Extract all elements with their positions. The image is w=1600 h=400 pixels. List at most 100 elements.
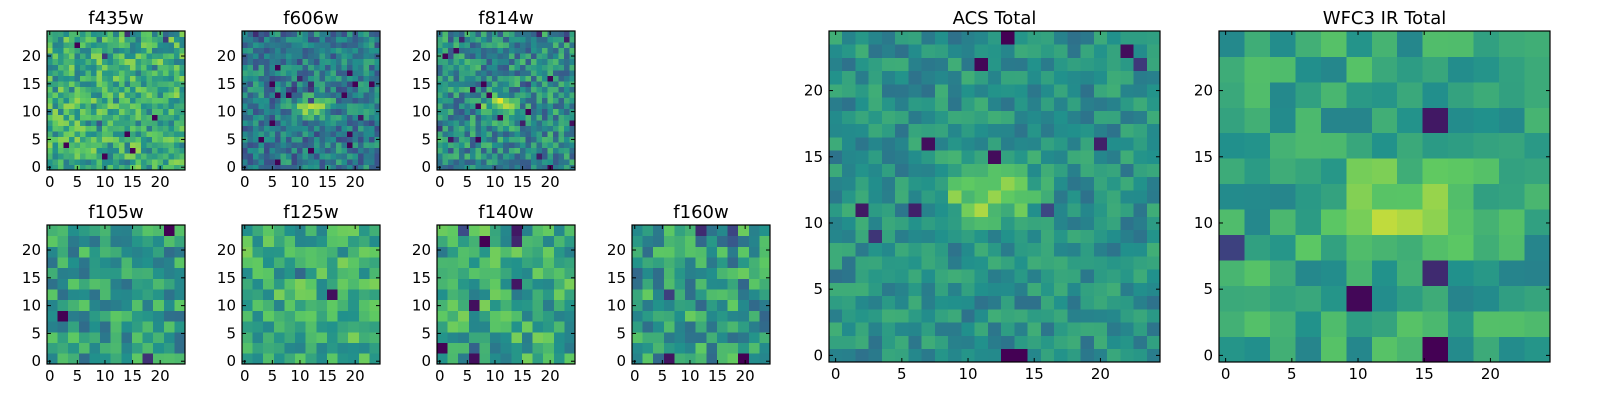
- heatmap-cell: [1054, 44, 1068, 58]
- heatmap-cell: [91, 142, 98, 149]
- chart-title: f105w: [88, 202, 143, 223]
- heatmap-cell: [1133, 295, 1148, 310]
- heatmap-cell: [921, 229, 936, 244]
- heatmap-cell: [642, 257, 654, 269]
- heatmap-cell: [558, 58, 565, 65]
- heatmap-cell: [302, 86, 309, 93]
- heatmap-cell: [142, 310, 154, 322]
- heatmap-cell: [163, 225, 175, 237]
- heatmap-cell: [131, 267, 143, 279]
- heatmap-cell: [459, 58, 465, 65]
- heatmap-cell: [442, 69, 449, 76]
- heatmap-cell: [447, 278, 459, 290]
- heatmap-cell: [308, 53, 315, 60]
- heatmap-cell: [341, 131, 348, 138]
- heatmap-cell: [1499, 234, 1525, 261]
- heatmap-cell: [258, 36, 265, 43]
- heatmap-cell: [1067, 256, 1081, 270]
- heatmap-cell: [464, 147, 471, 154]
- heatmap-cell: [52, 142, 59, 149]
- heatmap-cell: [895, 44, 909, 58]
- heatmap-cell: [135, 114, 142, 121]
- heatmap-cell: [536, 164, 543, 171]
- heatmap-cell: [842, 309, 856, 323]
- heatmap-cell: [453, 47, 460, 54]
- heatmap-cell: [295, 321, 307, 333]
- heatmap-cell: [162, 75, 169, 82]
- heatmap-cell: [716, 289, 728, 301]
- heatmap-cell: [74, 125, 81, 132]
- heatmap-cell: [536, 42, 543, 49]
- heatmap-cell: [346, 69, 353, 76]
- heatmap-cell: [541, 153, 548, 160]
- heatmap-cell: [358, 267, 370, 279]
- heatmap-cell: [162, 147, 169, 154]
- heatmap-cell: [352, 114, 359, 121]
- heatmap-cell: [563, 42, 570, 49]
- heatmap-cell: [1146, 44, 1161, 58]
- heatmap-cell: [569, 36, 576, 43]
- heatmap-cell: [468, 331, 480, 344]
- heatmap-cell: [242, 153, 248, 160]
- heatmap-cell: [564, 310, 576, 322]
- heatmap-cell: [89, 310, 101, 322]
- heatmap-cell: [1067, 110, 1081, 125]
- heatmap-cell: [558, 69, 565, 76]
- heatmap-cell: [341, 81, 348, 87]
- heatmap-cell: [508, 153, 515, 160]
- heatmap-cell: [85, 58, 92, 65]
- heatmap-cell: [492, 158, 499, 165]
- heatmap-cell: [146, 131, 153, 138]
- heatmap-cell: [868, 216, 883, 230]
- heatmap-cell: [442, 86, 449, 93]
- heatmap-cell: [881, 335, 896, 350]
- heatmap-cell: [547, 81, 554, 87]
- heatmap-cell: [1001, 97, 1015, 111]
- heatmap-cell: [448, 108, 454, 115]
- heatmap-cell: [1014, 203, 1028, 217]
- heatmap-cell: [1524, 81, 1551, 108]
- heatmap-cell: [78, 353, 90, 365]
- heatmap-cell: [89, 246, 101, 258]
- heatmap-cell: [437, 235, 449, 247]
- heatmap-cell: [695, 331, 707, 344]
- heatmap-cell: [558, 125, 565, 132]
- heatmap-cell: [173, 75, 180, 82]
- heatmap-cell: [335, 114, 342, 121]
- heatmap-cell: [341, 31, 348, 37]
- heatmap-cell: [242, 36, 248, 43]
- y-tick-label: 5: [421, 324, 431, 342]
- heatmap-cell: [674, 235, 686, 247]
- heatmap-cell: [69, 153, 75, 160]
- heatmap-cell: [319, 47, 326, 54]
- heatmap-cell: [1027, 57, 1042, 72]
- heatmap-cell: [1107, 136, 1121, 151]
- heatmap-cell: [151, 36, 158, 43]
- heatmap-cell: [135, 42, 142, 49]
- heatmap-cell: [78, 310, 90, 322]
- heatmap-cell: [1107, 123, 1121, 138]
- heatmap-cell: [118, 136, 125, 143]
- heatmap-cell: [1320, 158, 1347, 185]
- heatmap-cell: [324, 153, 331, 160]
- heatmap-cell: [868, 97, 883, 111]
- heatmap-cell: [497, 103, 504, 110]
- heatmap-cell: [89, 267, 101, 279]
- heatmap-cell: [173, 86, 180, 93]
- heatmap-cell: [530, 81, 537, 87]
- heatmap-cell: [1107, 295, 1121, 310]
- heatmap-cell: [1448, 132, 1475, 159]
- heatmap-cell: [479, 342, 491, 354]
- heatmap-cell: [464, 81, 471, 87]
- heatmap-cell: [275, 53, 282, 60]
- heatmap-cell: [503, 108, 510, 115]
- heatmap-cell: [308, 164, 315, 171]
- heatmap-cell: [168, 69, 175, 76]
- heatmap-cell: [63, 164, 70, 171]
- heatmap-cell: [1093, 57, 1108, 72]
- heatmap-cell: [563, 142, 570, 149]
- heatmap-cell: [530, 92, 537, 99]
- heatmap-cell: [173, 97, 180, 104]
- heatmap-cell: [1054, 309, 1068, 323]
- heatmap-cell: [374, 153, 381, 160]
